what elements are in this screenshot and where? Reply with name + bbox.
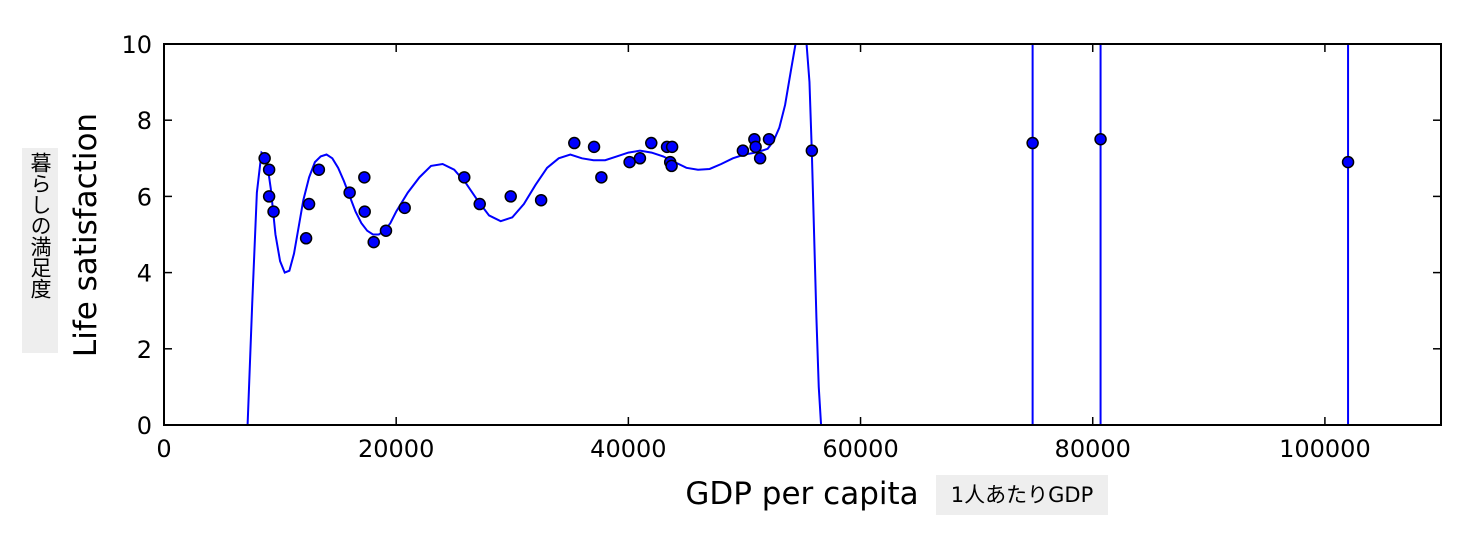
data-point (1026, 136, 1039, 150)
data-point (358, 205, 371, 218)
x-tick-label: 60000 (822, 435, 898, 463)
axes-frame (163, 43, 1442, 426)
data-point (568, 136, 581, 150)
x-tick-label: 20000 (358, 435, 434, 463)
data-point (258, 152, 271, 165)
data-point (595, 171, 608, 184)
x-axis-annotation: 1人あたりGDP (951, 483, 1093, 507)
data-point (587, 140, 601, 154)
plot-area (246, 44, 1355, 425)
y-axis-annotation-box (22, 148, 58, 353)
data-point (749, 140, 762, 154)
data-point (762, 133, 776, 146)
data-point (1094, 133, 1107, 146)
y-tick-label: 0 (137, 412, 152, 440)
data-point (262, 190, 276, 203)
y-tick-label: 2 (137, 336, 152, 364)
data-point (633, 152, 647, 165)
data-point (312, 163, 326, 176)
data-point (504, 190, 517, 203)
data-point (379, 224, 393, 237)
data-point (805, 144, 819, 157)
data-point (358, 171, 371, 184)
data-point (473, 197, 486, 211)
y-tick-label: 10 (121, 31, 152, 59)
x-axis-annotation-box (936, 475, 1108, 515)
y-tick-label: 8 (137, 107, 152, 135)
data-point (299, 232, 313, 245)
data-point (665, 140, 679, 154)
data-point (665, 159, 678, 173)
data-point (302, 197, 316, 211)
data-point (736, 144, 750, 157)
x-axis-title: GDP per capita (685, 476, 918, 512)
data-point (267, 205, 280, 218)
data-point (262, 163, 276, 176)
x-tick-label: 100000 (1279, 435, 1371, 463)
ticks: 0 20000 40000 60000 80000 100000 0 2 4 6 8 10 (121, 31, 1441, 463)
x-tick-label: 40000 (590, 435, 666, 463)
x-tick-label: 80000 (1055, 435, 1131, 463)
data-point (645, 136, 658, 150)
data-point (367, 235, 380, 249)
data-point (753, 152, 767, 165)
data-point (398, 201, 411, 215)
y-tick-label: 6 (137, 183, 152, 211)
data-point (1341, 155, 1355, 169)
data-point (623, 155, 636, 169)
x-tick-label: 0 (156, 435, 171, 463)
data-point (534, 193, 548, 207)
fit-curve (246, 44, 823, 425)
y-axis-annotation: 暮らしの満足度 (28, 152, 52, 299)
data-point (343, 186, 356, 199)
y-axis-title: Life satisfaction (68, 113, 104, 357)
data-point (458, 171, 471, 184)
y-tick-label: 4 (137, 260, 152, 288)
